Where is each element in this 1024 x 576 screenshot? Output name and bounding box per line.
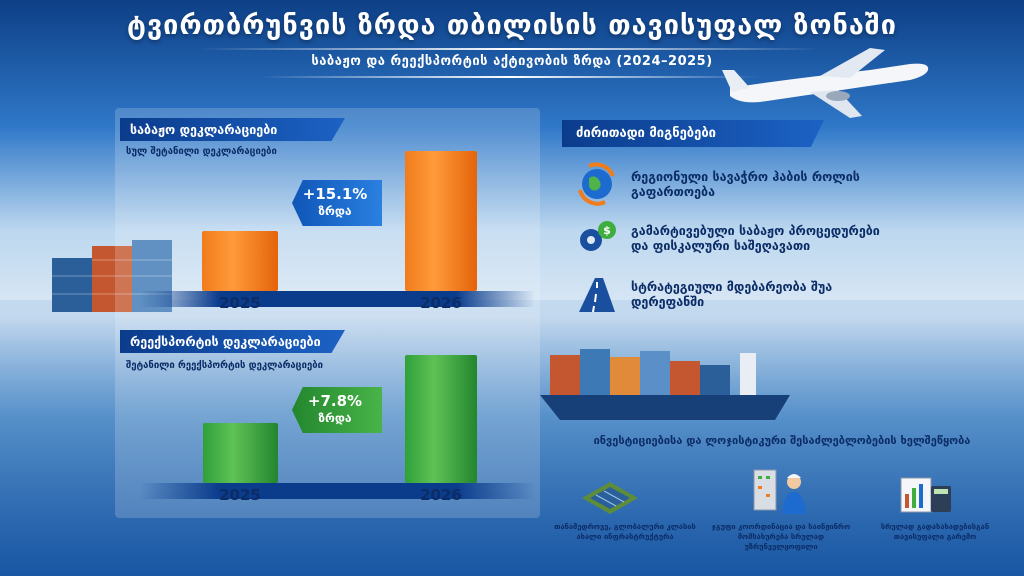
customs-growth-value: +15.1% bbox=[302, 185, 368, 203]
reexport-growth-badge: +7.8% ზრდა bbox=[292, 387, 382, 433]
reexport-bar-2026 bbox=[405, 355, 477, 483]
tax-calculator-icon bbox=[900, 477, 951, 513]
customs-subheading: სულ შეტანილი დეკლარაციები bbox=[126, 146, 277, 157]
investment-caption: თანამედროვე, გლობალური კლასის ახალი ინფრ… bbox=[554, 522, 696, 541]
page-title: ტვირთბრუნვის ზრდა თბილისის თავისუფალ ზონ… bbox=[127, 10, 897, 41]
investment-caption: სრულად გადასახადებისგან თავისუფალი გარემ… bbox=[880, 522, 990, 541]
subtitle-divider bbox=[260, 76, 760, 78]
engineer-icon bbox=[753, 469, 806, 514]
customs-growth-label: ზრდა bbox=[318, 204, 352, 218]
customs-growth-badge: +15.1% ზრდა bbox=[292, 180, 382, 226]
customs-year-2025: 2025 bbox=[219, 294, 261, 312]
reexport-heading: რეექსპორტის დეკლარაციები bbox=[120, 330, 345, 353]
svg-text:$: $ bbox=[603, 224, 611, 237]
title-divider bbox=[200, 48, 820, 50]
key-finding-item: $ გამარტივებული საბაჟო პროცედურები და ფი… bbox=[575, 216, 895, 260]
investment-caption: ჯგუფი კოორდინაცია და საინჟინრო მომსახურე… bbox=[711, 522, 851, 551]
cargo-ship-icon bbox=[540, 349, 790, 420]
road-icon bbox=[579, 278, 615, 313]
customs-heading: საბაჟო დეკლარაციები bbox=[120, 118, 345, 141]
globe-arrows-icon bbox=[578, 162, 615, 206]
reexport-year-2025: 2025 bbox=[219, 486, 261, 504]
page-subtitle: საბაჟო და რეექსპორტის აქტივობის ზრდა (20… bbox=[311, 54, 713, 69]
reexport-bar-2025 bbox=[203, 423, 278, 483]
key-finding-item: სტრატეგიული მდებარეობა შუა დერეფანში bbox=[575, 272, 895, 316]
customs-baseline bbox=[140, 291, 535, 307]
reexport-baseline bbox=[140, 483, 535, 499]
investment-heading: ინვესტიციებისა და ლოჯისტიკური შესაძლებლო… bbox=[593, 434, 971, 447]
airplane-icon bbox=[722, 48, 929, 118]
customs-bar-2025 bbox=[202, 231, 278, 291]
key-finding-text: გამარტივებული საბაჟო პროცედურები და ფისკ… bbox=[631, 223, 880, 253]
key-finding-text: სტრატეგიული მდებარეობა შუა დერეფანში bbox=[631, 279, 833, 309]
solar-farm-icon bbox=[582, 482, 638, 514]
reexport-growth-value: +7.8% bbox=[307, 392, 363, 410]
reexport-subheading: შეტანილი რეექსპორტის დეკლარაციები bbox=[126, 360, 323, 371]
reexport-year-2026: 2026 bbox=[420, 486, 462, 504]
customs-year-2026: 2026 bbox=[420, 294, 462, 312]
key-finding-item: რეგიონული სავაჭრო ჰაბის როლის გაფართოება bbox=[575, 162, 895, 206]
customs-bar-2026 bbox=[405, 151, 477, 291]
key-finding-text: რეგიონული სავაჭრო ჰაბის როლის გაფართოება bbox=[631, 169, 860, 199]
gears-dollar-icon: $ bbox=[580, 221, 616, 251]
key-findings-heading: ძირითადი მიგნებები bbox=[562, 120, 824, 147]
reexport-growth-label: ზრდა bbox=[318, 411, 352, 425]
